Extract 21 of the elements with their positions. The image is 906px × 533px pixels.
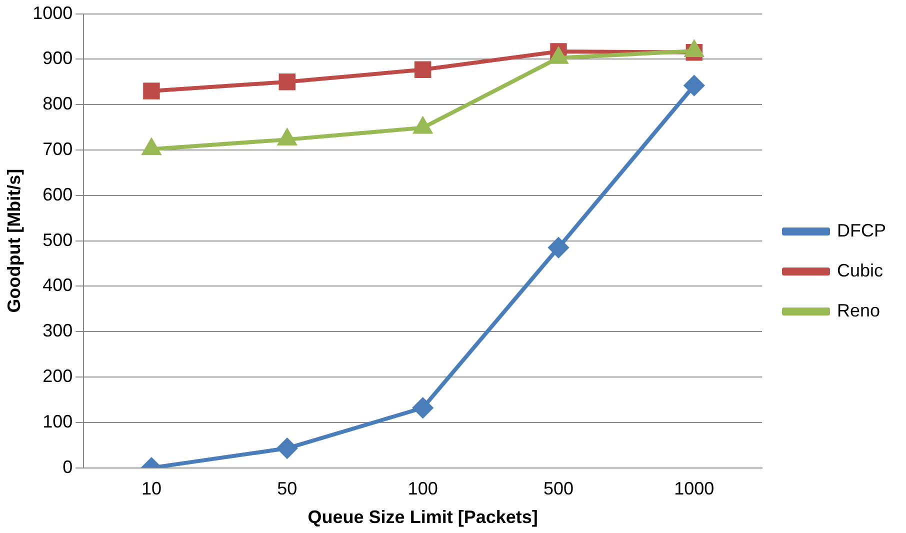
legend-label: DFCP (837, 220, 886, 240)
legend-label: Reno (837, 300, 880, 320)
y-tick-label: 900 (42, 48, 73, 68)
x-tick-label: 50 (277, 478, 298, 499)
x-tick-label: 100 (408, 478, 438, 499)
x-tick-label: 1000 (674, 478, 714, 499)
y-tick-label: 400 (42, 275, 73, 296)
y-tick-label: 600 (42, 184, 73, 204)
y-tick-label: 200 (42, 366, 73, 386)
y-tick-label: 300 (42, 320, 73, 341)
x-tick-label: 500 (543, 478, 574, 499)
x-tick-label: 10 (141, 478, 162, 499)
y-tick-label: 700 (42, 138, 73, 159)
y-tick-label: 1000 (32, 2, 73, 23)
y-axis-title: Goodput [Mbit/s] (4, 168, 24, 313)
legend-label: Cubic (837, 260, 884, 280)
y-tick-label: 800 (42, 94, 73, 114)
y-tick-label: 100 (42, 411, 73, 432)
x-axis-title: Queue Size Limit [Packets] (308, 507, 538, 528)
y-tick-label: 0 (62, 456, 73, 477)
y-tick-label: 500 (42, 230, 73, 250)
